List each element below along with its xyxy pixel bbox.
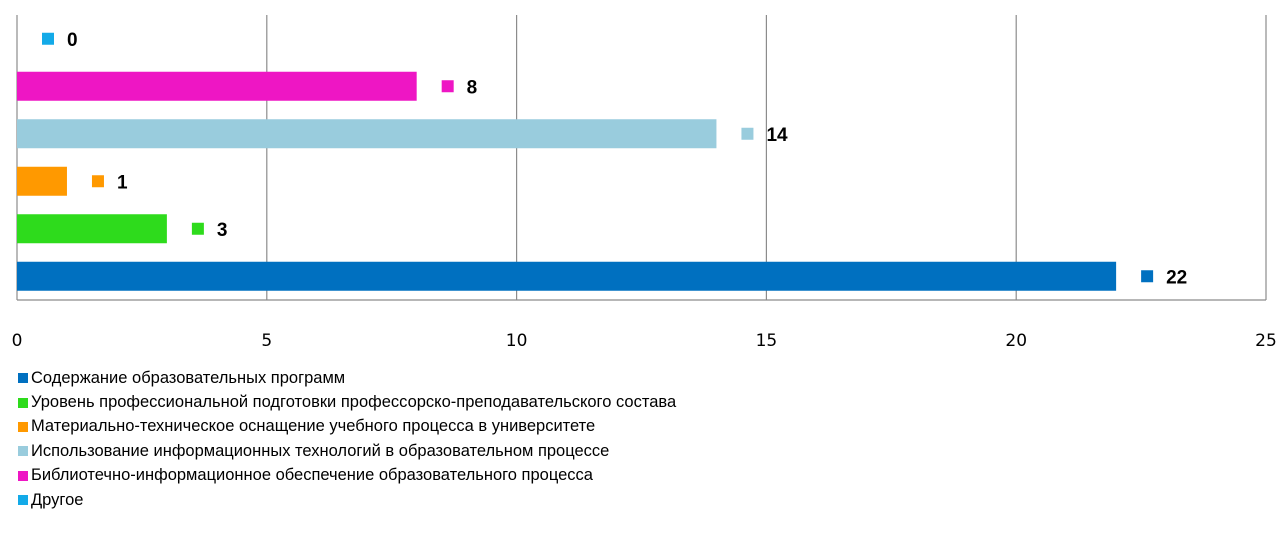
data-label: 0 <box>67 30 78 51</box>
x-tick-label: 15 <box>756 331 778 351</box>
bar <box>17 214 167 244</box>
legend-label: Другое <box>31 490 84 509</box>
legend-swatch <box>18 373 28 384</box>
data-label-key <box>1141 270 1154 283</box>
legend-item: Другое <box>18 488 676 512</box>
data-label: 1 <box>117 172 128 193</box>
data-label: 8 <box>467 77 478 98</box>
legend-label: Содержание образовательных программ <box>31 368 346 387</box>
bar <box>17 119 717 149</box>
data-label-key <box>191 222 204 235</box>
data-labels: 22 3 1 14 8 0 <box>42 30 1187 288</box>
x-tick-label: 10 <box>506 331 528 351</box>
legend-label: Библиотечно-информационное обеспечение о… <box>31 466 593 485</box>
legend: Содержание образовательных программ Урове… <box>18 366 676 512</box>
legend-item: Библиотечно-информационное обеспечение о… <box>18 464 676 488</box>
data-label: 22 <box>1166 267 1187 288</box>
x-tick-label: 5 <box>261 331 272 351</box>
legend-swatch <box>18 446 28 457</box>
bar-chart: 22 3 1 14 8 0 0 5 10 15 20 25 <box>12 15 1277 351</box>
bar <box>17 261 1117 291</box>
legend-item: Содержание образовательных программ <box>18 366 676 390</box>
data-label: 14 <box>766 125 788 146</box>
data-label-key <box>91 175 104 188</box>
x-axis-ticks: 0 5 10 15 20 25 <box>12 331 1277 351</box>
data-label-key <box>741 127 754 140</box>
legend-label: Уровень профессиональной подготовки проф… <box>31 393 677 412</box>
legend-swatch <box>18 421 28 432</box>
legend-label: Материально-техническое оснащение учебно… <box>31 417 596 436</box>
data-label: 3 <box>217 220 228 241</box>
data-label-key <box>441 80 454 93</box>
x-tick-label: 20 <box>1005 331 1027 351</box>
legend-swatch <box>18 397 28 408</box>
bars <box>17 71 1117 291</box>
legend-item: Использование информационных технологий … <box>18 439 676 463</box>
bar <box>17 166 67 196</box>
legend-item: Материально-техническое оснащение учебно… <box>18 415 676 439</box>
x-tick-label: 0 <box>12 331 23 351</box>
legend-item: Уровень профессиональной подготовки проф… <box>18 390 676 414</box>
legend-swatch <box>18 470 28 481</box>
data-label-key <box>42 32 54 45</box>
bar <box>17 71 417 101</box>
gridlines <box>16 15 1267 301</box>
x-tick-label: 25 <box>1255 331 1277 351</box>
legend-swatch <box>18 495 28 506</box>
legend-label: Использование информационных технологий … <box>31 441 610 460</box>
